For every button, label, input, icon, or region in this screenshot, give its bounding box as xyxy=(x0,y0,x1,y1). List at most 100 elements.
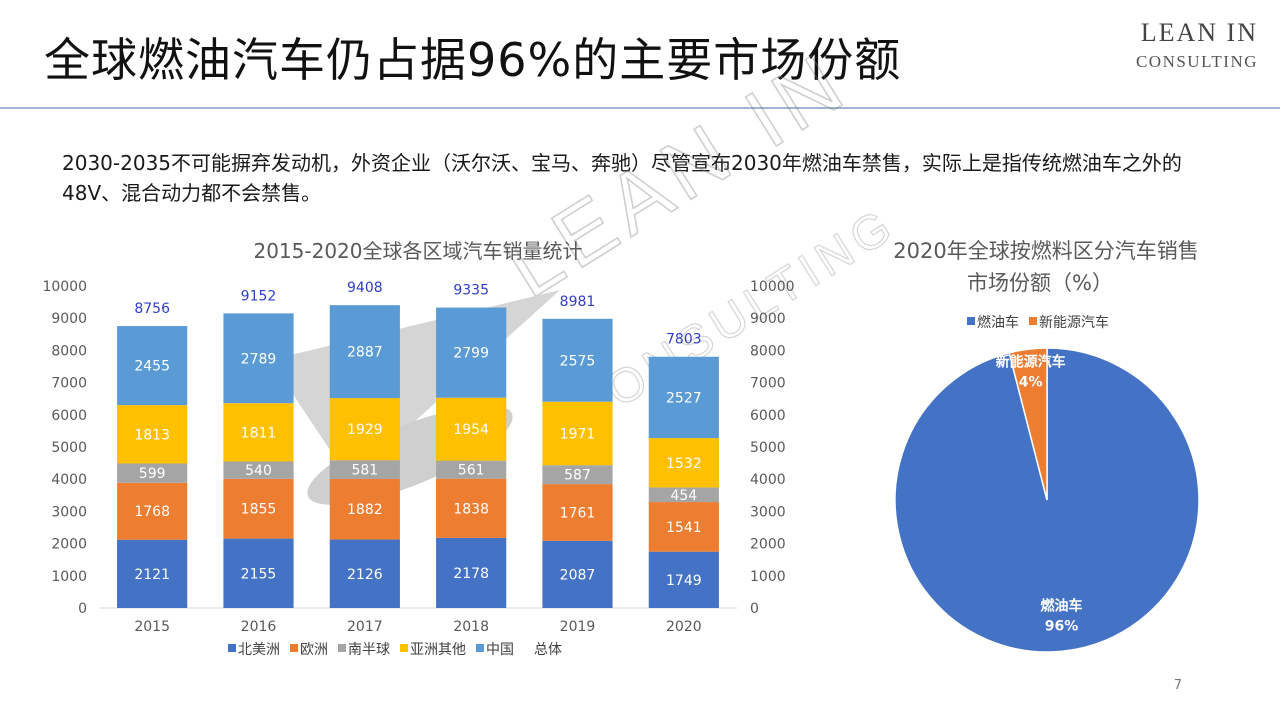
x-tick-label: 2018 xyxy=(453,619,489,635)
bar-data-label: 561 xyxy=(458,463,485,479)
x-tick-label: 2015 xyxy=(134,619,170,635)
bar-total-label: 7803 xyxy=(666,332,702,348)
y-tick-label: 10000 xyxy=(42,279,87,295)
bar-segment xyxy=(329,398,400,461)
legend-label: 亚洲其他 xyxy=(410,642,466,658)
secondary-y-tick-label: 7000 xyxy=(750,376,786,392)
bar-data-label: 1882 xyxy=(347,502,383,518)
legend-label: 北美洲 xyxy=(238,642,280,658)
logo-text-secondary: CONSULTING xyxy=(1135,52,1258,71)
y-tick-label: 7000 xyxy=(51,376,87,392)
secondary-y-tick-label: 3000 xyxy=(750,504,786,520)
bar-segment xyxy=(329,305,400,399)
bar-segment xyxy=(542,318,613,402)
bar-segment xyxy=(542,401,613,466)
legend-swatch xyxy=(290,644,298,652)
x-tick-label: 2020 xyxy=(666,619,702,635)
bar-data-label: 2126 xyxy=(347,567,383,583)
bar-segment xyxy=(117,463,188,483)
bar-data-label: 1971 xyxy=(560,426,596,442)
pie-slice xyxy=(1008,347,1048,501)
bar-data-label: 2121 xyxy=(134,567,170,583)
pie-slice-value-label: 4% xyxy=(1019,374,1043,390)
bar-data-label: 2887 xyxy=(347,345,383,361)
bar-segment xyxy=(223,461,294,479)
legend-swatch xyxy=(400,644,408,652)
legend-label-total: 总体 xyxy=(534,642,562,658)
pie-chart-legend: 燃油车 新能源汽车 xyxy=(967,314,1109,331)
bar-total-label: 8756 xyxy=(134,301,170,317)
secondary-y-tick-label: 9000 xyxy=(750,311,786,327)
bar-total-label: 9335 xyxy=(453,282,489,298)
bar-segment xyxy=(542,484,613,541)
bar-segment xyxy=(542,540,613,608)
bar-data-label: 1761 xyxy=(560,505,596,521)
pie-legend-swatch xyxy=(967,317,975,325)
bar-data-label: 1541 xyxy=(666,520,702,536)
pie-chart-title-line1: 2020年全球按燃料区分汽车销售 xyxy=(893,239,1198,263)
bar-segment xyxy=(436,307,507,398)
bar-data-label: 2455 xyxy=(134,359,170,375)
pie-legend-label: 燃油车 xyxy=(977,314,1019,331)
secondary-y-tick-label: 2000 xyxy=(750,537,786,553)
bar-data-label: 2799 xyxy=(453,346,489,362)
secondary-y-tick-label: 8000 xyxy=(750,343,786,359)
bar-data-label: 2178 xyxy=(453,566,489,582)
pie-legend-label: 新能源汽车 xyxy=(1039,314,1109,331)
legend-label: 中国 xyxy=(486,642,514,658)
bar-segment xyxy=(648,438,719,488)
bar-segment xyxy=(223,478,294,539)
bar-chart-axes: 0 1000 2000 3000 4000 5000 6000 7000 8000 9000 100… xyxy=(42,279,794,635)
pie-slice-value-label: 96% xyxy=(1045,619,1079,635)
bar-data-label: 540 xyxy=(245,463,272,479)
body-text: 2030-2035不可能摒弃发动机，外资企业（沃尔沃、宝马、奔驰）尽管宣布203… xyxy=(62,151,1182,205)
bar-segment xyxy=(648,551,719,608)
bar-segment xyxy=(223,538,294,608)
bar-data-label: 2527 xyxy=(666,390,702,406)
bar-total-label: 9152 xyxy=(241,288,277,304)
secondary-y-tick-label: 0 xyxy=(750,601,759,617)
x-tick-label: 2017 xyxy=(347,619,383,635)
bar-data-label: 1532 xyxy=(666,456,702,472)
bar-data-label: 1929 xyxy=(347,422,383,438)
bar-data-label: 1749 xyxy=(666,573,702,589)
pie-legend-swatch xyxy=(1029,317,1037,325)
x-tick-label: 2019 xyxy=(560,619,596,635)
bar-segment xyxy=(329,460,400,479)
legend-swatch xyxy=(228,644,236,652)
bar-segment xyxy=(648,487,719,503)
bar-data-label: 1811 xyxy=(241,425,277,441)
legend-swatch xyxy=(476,644,484,652)
y-tick-label: 8000 xyxy=(51,343,87,359)
x-tick-label: 2016 xyxy=(241,619,277,635)
bar-segment xyxy=(117,405,188,464)
bar-segment xyxy=(117,482,188,540)
bar-data-label: 581 xyxy=(351,463,378,479)
secondary-y-tick-label: 1000 xyxy=(750,569,786,585)
bar-segment xyxy=(117,539,188,608)
bar-segment xyxy=(436,460,507,479)
y-tick-label: 5000 xyxy=(51,440,87,456)
bar-total-label: 9408 xyxy=(347,280,383,296)
bar-chart-title: 2015-2020全球各区域汽车销量统计 xyxy=(253,239,582,263)
bar-total-label: 8981 xyxy=(560,294,596,310)
bar-data-label: 599 xyxy=(139,466,166,482)
bar-data-label: 2789 xyxy=(241,351,277,367)
logo-text-primary: LEAN IN xyxy=(1140,18,1258,47)
secondary-y-tick-label: 10000 xyxy=(750,279,795,295)
bar-segment xyxy=(117,326,188,406)
slide-title: 全球燃油汽车仍占据96%的主要市场份额 xyxy=(44,33,902,87)
pie-slice-name-label: 燃油车 xyxy=(1040,598,1082,615)
y-tick-label: 6000 xyxy=(51,408,87,424)
legend-swatch xyxy=(338,644,346,652)
page-number: 7 xyxy=(1173,678,1182,693)
bar-data-label: 1855 xyxy=(241,502,277,518)
legend-label: 欧洲 xyxy=(300,642,328,658)
bar-segment xyxy=(436,397,507,461)
secondary-y-tick-label: 4000 xyxy=(750,472,786,488)
y-tick-label: 0 xyxy=(78,601,87,617)
title-divider xyxy=(0,107,1280,109)
bar-segment xyxy=(648,502,719,552)
bar-segment xyxy=(436,537,507,608)
